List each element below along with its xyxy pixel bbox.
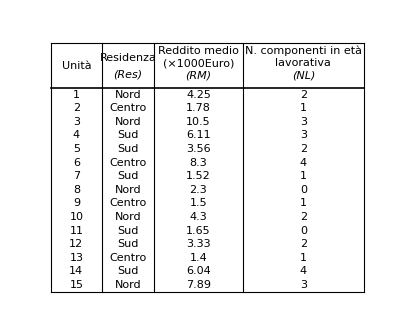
Text: Nord: Nord <box>115 185 141 195</box>
Text: Sud: Sud <box>117 144 139 154</box>
Text: 1: 1 <box>300 253 307 263</box>
Text: Sud: Sud <box>117 266 139 277</box>
Text: Centro: Centro <box>109 158 147 168</box>
Text: 6.04: 6.04 <box>186 266 211 277</box>
Text: 13: 13 <box>69 253 83 263</box>
Text: 3.56: 3.56 <box>186 144 211 154</box>
Text: 14: 14 <box>69 266 83 277</box>
Text: 3: 3 <box>300 280 307 290</box>
Text: 4: 4 <box>300 158 307 168</box>
Text: 0: 0 <box>300 185 307 195</box>
Text: Centro: Centro <box>109 253 147 263</box>
Text: Centro: Centro <box>109 198 147 209</box>
Text: 1.65: 1.65 <box>186 226 211 236</box>
Text: 2: 2 <box>300 144 307 154</box>
Text: 1: 1 <box>300 103 307 113</box>
Text: Nord: Nord <box>115 117 141 127</box>
Text: (RM): (RM) <box>185 71 212 81</box>
Text: 12: 12 <box>69 239 83 249</box>
Text: (NL): (NL) <box>292 71 315 81</box>
Text: Sud: Sud <box>117 171 139 181</box>
Text: Nord: Nord <box>115 280 141 290</box>
Text: 2: 2 <box>300 90 307 100</box>
Text: Unità: Unità <box>61 61 91 71</box>
Text: 1: 1 <box>73 90 80 100</box>
Text: 2: 2 <box>300 239 307 249</box>
Text: Nord: Nord <box>115 212 141 222</box>
Text: 7.89: 7.89 <box>186 280 211 290</box>
Text: Nord: Nord <box>115 90 141 100</box>
Text: 8.3: 8.3 <box>189 158 207 168</box>
Text: 1: 1 <box>300 198 307 209</box>
Text: 2: 2 <box>73 103 80 113</box>
Text: Reddito medio: Reddito medio <box>158 46 239 56</box>
Text: Sud: Sud <box>117 130 139 141</box>
Text: 6.11: 6.11 <box>186 130 211 141</box>
Text: 3: 3 <box>300 117 307 127</box>
Text: 3: 3 <box>73 117 80 127</box>
Text: Centro: Centro <box>109 103 147 113</box>
Text: 5: 5 <box>73 144 80 154</box>
Text: Sud: Sud <box>117 226 139 236</box>
Text: N. componenti in età: N. componenti in età <box>245 46 362 56</box>
Text: (Res): (Res) <box>114 70 143 80</box>
Text: 1.5: 1.5 <box>189 198 207 209</box>
Text: 8: 8 <box>73 185 80 195</box>
Text: 4: 4 <box>73 130 80 141</box>
Text: 3: 3 <box>300 130 307 141</box>
Text: 4.3: 4.3 <box>189 212 207 222</box>
Text: 4: 4 <box>300 266 307 277</box>
Text: 9: 9 <box>73 198 80 209</box>
Text: 11: 11 <box>69 226 83 236</box>
Text: 1.4: 1.4 <box>189 253 207 263</box>
Text: (×1000Euro): (×1000Euro) <box>163 58 234 68</box>
Text: 1.78: 1.78 <box>186 103 211 113</box>
Text: 7: 7 <box>73 171 80 181</box>
Text: 3.33: 3.33 <box>186 239 211 249</box>
Text: 15: 15 <box>69 280 83 290</box>
Text: 2.3: 2.3 <box>189 185 207 195</box>
Text: 0: 0 <box>300 226 307 236</box>
Text: lavorativa: lavorativa <box>276 58 331 68</box>
Text: 10.5: 10.5 <box>186 117 211 127</box>
Text: Residenza: Residenza <box>99 53 156 63</box>
Text: 1.52: 1.52 <box>186 171 211 181</box>
Text: 6: 6 <box>73 158 80 168</box>
Text: 1: 1 <box>300 171 307 181</box>
Text: Sud: Sud <box>117 239 139 249</box>
Text: 4.25: 4.25 <box>186 90 211 100</box>
Text: 10: 10 <box>69 212 83 222</box>
Text: 2: 2 <box>300 212 307 222</box>
